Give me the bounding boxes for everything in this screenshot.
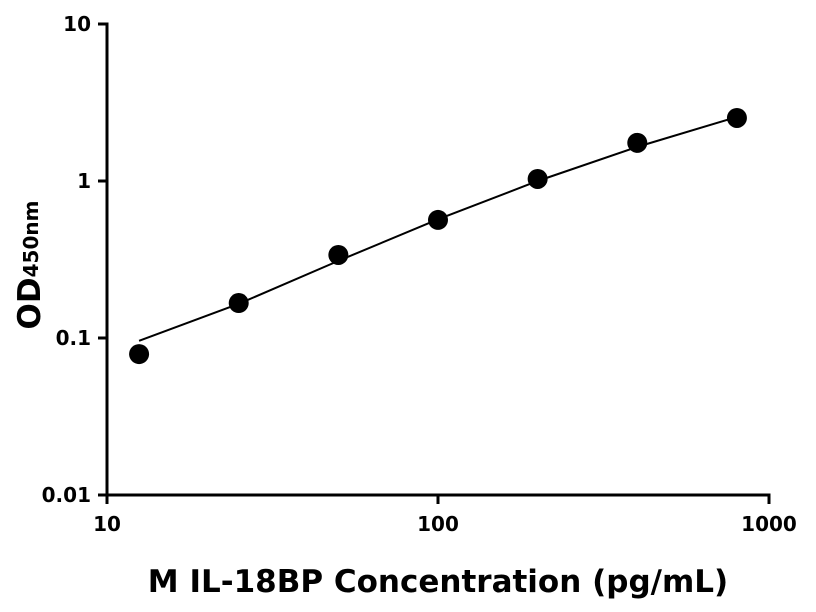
data-point (129, 344, 150, 365)
data-point (527, 168, 548, 189)
y-axis-label-sub: 450nm (19, 201, 43, 278)
y-tick-label: 0.1 (56, 326, 91, 350)
x-axis-label: M IL-18BP Concentration (pg/mL) (148, 564, 728, 600)
data-point (428, 209, 448, 230)
x-tick-label: 100 (417, 512, 459, 536)
data-point (328, 244, 349, 265)
y-tick-label: 10 (63, 12, 91, 36)
data-point (627, 132, 648, 153)
data-point (228, 293, 249, 314)
y-axis-label-group: OD450nm (12, 201, 48, 330)
x-tick-label: 10 (93, 512, 121, 536)
y-tick-label: 0.01 (42, 483, 91, 507)
y-axis-label-main: OD (12, 277, 48, 329)
x-tick-label: 1000 (741, 512, 797, 536)
y-tick-label: 1 (77, 169, 91, 193)
data-point (726, 107, 747, 128)
y-axis-label: OD450nm (12, 201, 48, 330)
